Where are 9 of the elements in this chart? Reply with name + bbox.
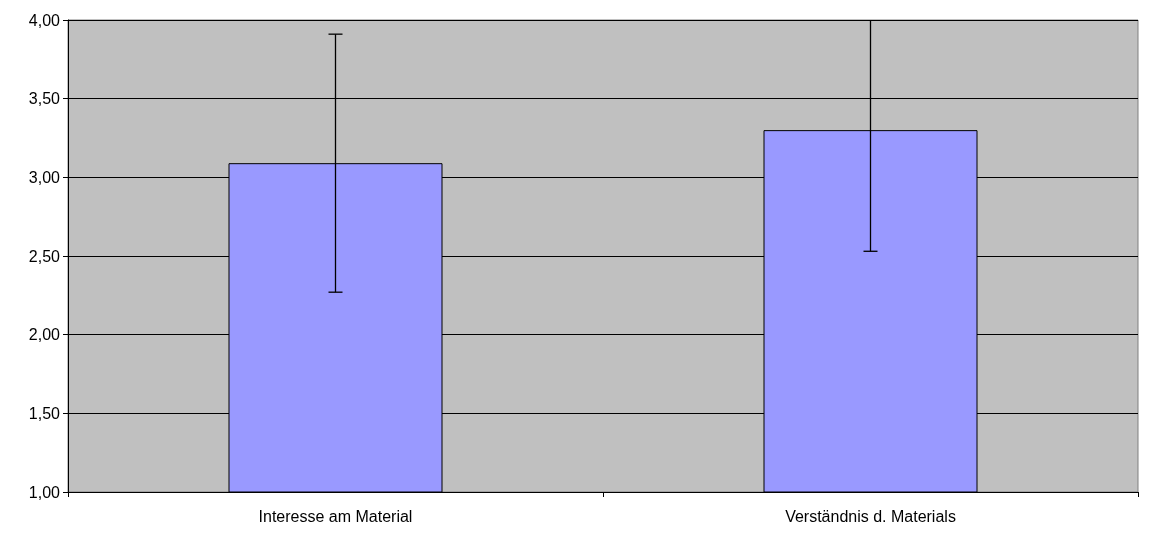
y-tick-label: 2,50: [28, 247, 61, 265]
y-tick-label: 1,00: [28, 483, 61, 501]
y-tick-label: 3,50: [28, 90, 61, 108]
x-tick-label: Verständnis d. Materials: [785, 507, 956, 525]
y-tick-label: 1,50: [28, 404, 61, 422]
x-tick-label: Interesse am Material: [258, 507, 413, 525]
y-tick-label: 3,00: [28, 168, 61, 186]
y-tick-label: 4,00: [28, 11, 61, 29]
y-tick-label: 2,00: [28, 326, 61, 344]
